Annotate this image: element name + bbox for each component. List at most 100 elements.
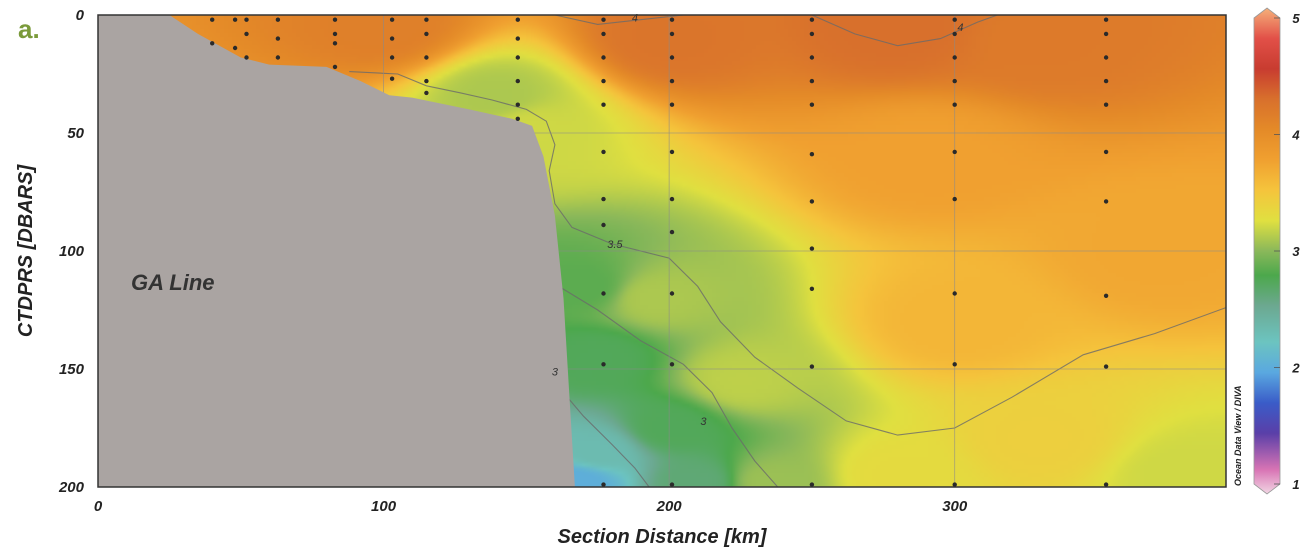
sample-point xyxy=(809,55,815,60)
software-credit: Ocean Data View / DIVA xyxy=(1233,385,1243,486)
seafloor xyxy=(98,15,575,487)
contour-labels: 4 4 3.5 3 3 xyxy=(552,12,964,427)
contour-label: 3 xyxy=(552,366,559,378)
contour-line xyxy=(563,392,650,487)
x-tick-label: 300 xyxy=(942,498,968,515)
sample-point xyxy=(952,362,957,367)
sample-point xyxy=(669,229,675,235)
sample-point xyxy=(669,482,675,487)
sample-point xyxy=(809,102,815,107)
sample-point xyxy=(1103,149,1109,155)
sample-point xyxy=(1103,31,1109,37)
sample-point xyxy=(669,149,675,155)
sample-point xyxy=(809,78,815,84)
sample-point xyxy=(669,291,675,296)
sample-point xyxy=(515,78,520,84)
sample-point xyxy=(669,17,675,22)
y-tick-label: 100 xyxy=(59,243,85,260)
contour-line xyxy=(554,283,779,487)
sample-point xyxy=(809,152,815,157)
sample-point xyxy=(669,31,675,37)
sample-point xyxy=(515,102,520,107)
sample-point xyxy=(601,17,606,22)
sample-point xyxy=(952,55,957,60)
sample-point xyxy=(244,55,249,60)
y-axis-label: CTDPRS [DBARS] xyxy=(15,164,37,338)
y-axis-ticks: 0 50 100 150 200 xyxy=(58,7,85,496)
sample-point xyxy=(952,17,957,22)
bathymetry-mask xyxy=(98,15,575,487)
sample-point xyxy=(244,31,249,37)
sample-point xyxy=(389,55,395,60)
sample-point xyxy=(389,17,395,22)
sample-point xyxy=(809,31,815,37)
contour-line xyxy=(554,15,684,25)
sample-point xyxy=(1103,55,1109,60)
contour-label: 4 xyxy=(957,22,963,34)
colorbar-tick-label: 4 xyxy=(1291,128,1300,143)
x-tick-label: 100 xyxy=(371,498,397,515)
sample-point xyxy=(669,196,675,202)
sample-point xyxy=(601,149,606,155)
sample-point xyxy=(232,45,238,51)
sample-point xyxy=(515,17,520,22)
sample-point xyxy=(669,78,675,84)
sample-point xyxy=(809,364,815,369)
contour-label: 4 xyxy=(632,12,638,24)
sample-point xyxy=(275,55,281,60)
x-axis-ticks: 0 100 200 300 xyxy=(94,498,968,515)
sample-point xyxy=(275,36,281,41)
x-tick-label: 200 xyxy=(656,498,683,515)
sample-point xyxy=(332,64,338,70)
sample-point xyxy=(424,78,429,84)
contour-label: 3.5 xyxy=(607,239,623,251)
y-tick-label: 200 xyxy=(58,479,85,496)
sample-point xyxy=(244,17,249,22)
colorbar-tick-label: 1 xyxy=(1292,477,1299,492)
colorbar-tick-label: 5 xyxy=(1292,11,1300,26)
sample-point xyxy=(601,31,606,37)
sample-point xyxy=(809,482,815,487)
sample-point xyxy=(952,102,957,107)
sample-point xyxy=(210,17,215,22)
sample-point xyxy=(1103,17,1109,22)
sample-point xyxy=(1103,102,1109,107)
sample-point xyxy=(601,291,606,296)
sample-point xyxy=(389,76,395,81)
colorbar: 1 2 3 4 5 xyxy=(1253,7,1300,495)
sample-point xyxy=(515,36,520,41)
sample-point xyxy=(601,482,606,487)
y-tick-label: 50 xyxy=(67,125,84,142)
colorbar-tick-label: 3 xyxy=(1292,244,1300,259)
sample-point xyxy=(601,102,606,107)
sample-point xyxy=(601,362,606,367)
sample-point xyxy=(952,78,957,84)
sample-point xyxy=(515,116,520,122)
sample-point xyxy=(275,17,281,22)
sample-point xyxy=(424,17,429,22)
sample-point xyxy=(669,362,675,367)
sample-point xyxy=(332,17,338,22)
sample-point xyxy=(952,149,957,155)
x-axis-label: Section Distance [km] xyxy=(558,526,768,548)
sample-point xyxy=(669,55,675,60)
sample-point xyxy=(669,102,675,107)
sample-point xyxy=(1103,293,1109,298)
station-samples xyxy=(210,17,1109,487)
sample-point xyxy=(210,41,215,46)
colorbar-ticks: 1 2 3 4 5 xyxy=(1274,11,1300,492)
sample-point xyxy=(952,482,957,487)
sample-point xyxy=(601,78,606,84)
y-tick-label: 150 xyxy=(59,361,85,378)
section-plot: 4 4 3.5 3 3 GA Line xyxy=(97,12,1227,488)
sample-point xyxy=(332,31,338,37)
sample-point xyxy=(952,31,957,37)
sample-point xyxy=(424,90,429,96)
sample-point xyxy=(1103,78,1109,84)
sample-point xyxy=(809,246,815,251)
sample-point xyxy=(809,286,815,291)
contour-line xyxy=(811,15,998,47)
sample-point xyxy=(1103,364,1109,369)
sample-point xyxy=(1103,199,1109,204)
